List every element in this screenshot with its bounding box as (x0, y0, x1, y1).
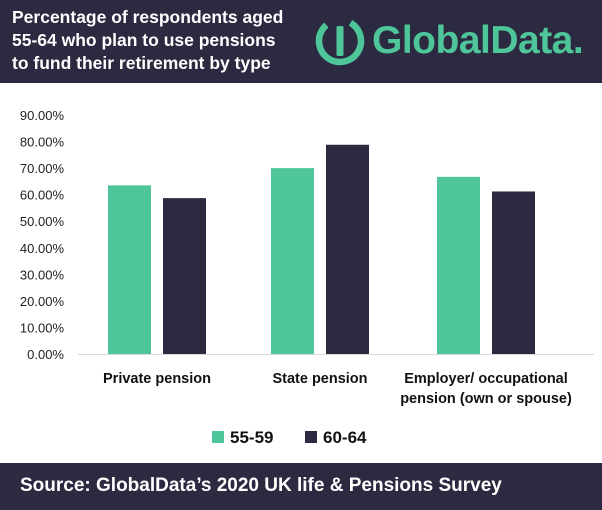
chart-area: 0.00% 10.00% 20.00% 30.00% 40.00% 50.00% 60.00… (0, 83, 602, 463)
bar-60-64-0 (163, 198, 206, 354)
y-tick-label: 30.00% (20, 267, 65, 282)
y-tick-label: 0.00% (27, 347, 64, 362)
legend-label: 60-64 (323, 428, 367, 447)
y-tick-label: 60.00% (20, 188, 65, 203)
y-tick-label: 90.00% (20, 108, 65, 123)
chart-title-line-2: 55-64 who plan to use pensions (12, 30, 276, 50)
y-tick-label: 10.00% (20, 320, 65, 335)
globaldata-logo-icon (315, 16, 365, 66)
legend-swatch-60-64 (305, 431, 317, 443)
chart-title: Percentage of respondents aged 55-64 who… (12, 6, 312, 75)
x-tick-label: pension (own or spouse) (400, 391, 572, 407)
chart-title-line-3: to fund their retirement by type (12, 53, 271, 73)
legend-label: 55-59 (230, 428, 273, 447)
bar-60-64-1 (326, 144, 369, 354)
bar-55-59-1 (271, 168, 314, 354)
chart-title-line-1: Percentage of respondents aged (12, 7, 284, 27)
y-tick-label: 50.00% (20, 214, 65, 229)
y-tick-label: 80.00% (20, 135, 65, 150)
y-tick-label: 40.00% (20, 241, 65, 256)
logo-text: GlobalData. (372, 19, 584, 62)
x-tick-label: State pension (272, 371, 367, 387)
x-tick-label: Private pension (103, 371, 211, 387)
header-banner: Percentage of respondents aged 55-64 who… (0, 0, 602, 83)
globaldata-logo: GlobalData. (312, 10, 597, 72)
bar-chart: 0.00% 10.00% 20.00% 30.00% 40.00% 50.00% 60.00… (20, 108, 594, 447)
legend-swatch-55-59 (212, 431, 224, 443)
bar-60-64-2 (492, 191, 535, 354)
source-note: Source: GlobalData’s 2020 UK life & Pens… (20, 475, 502, 496)
y-tick-label: 70.00% (20, 161, 65, 176)
bar-55-59-2 (437, 176, 480, 354)
footer-banner: Source: GlobalData’s 2020 UK life & Pens… (0, 463, 602, 510)
bar-55-59-0 (108, 185, 151, 354)
y-tick-label: 20.00% (20, 294, 65, 309)
x-tick-label: Employer/ occupational (404, 371, 568, 387)
